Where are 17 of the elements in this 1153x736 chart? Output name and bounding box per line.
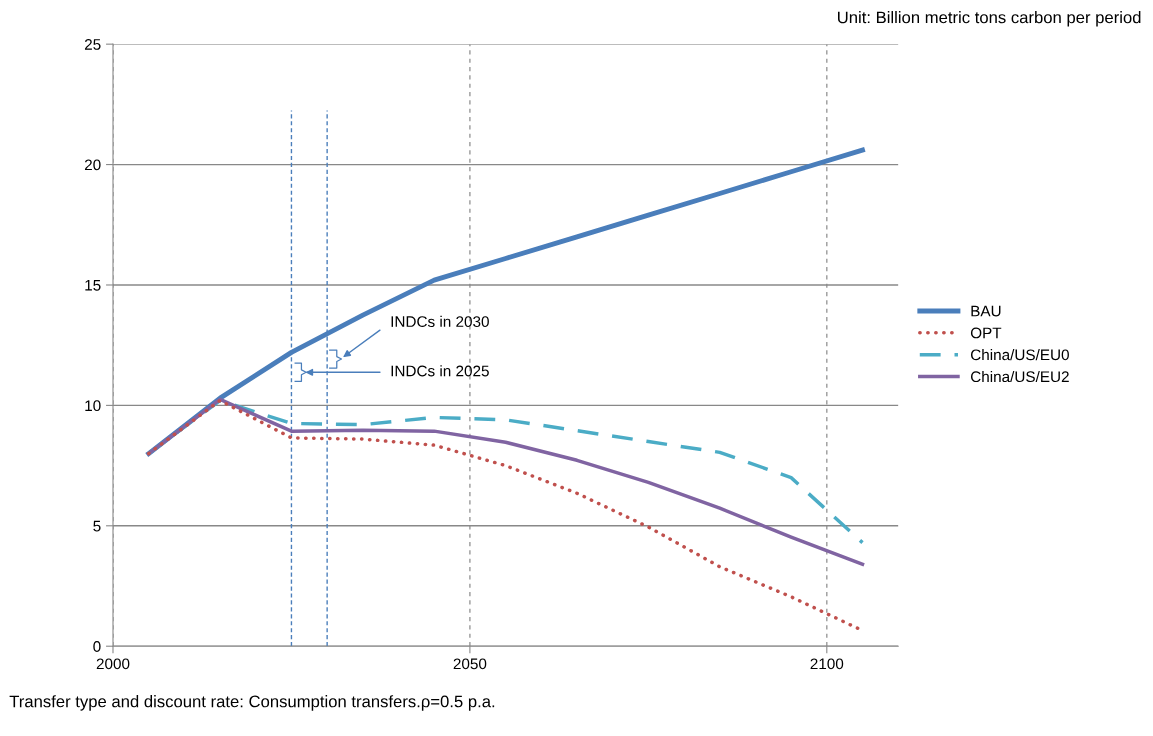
legend-label: OPT [970, 327, 1002, 339]
legend-label: China/US/EU2 [970, 370, 1069, 383]
y-tick-label: 25 [84, 39, 101, 50]
x-tick-label: 2100 [810, 658, 844, 670]
annotation: INDCs in 2030 [391, 315, 489, 328]
text: Transfer type and discount rate: Consumption transfers.ρ=0.5 p.a. [9, 695, 495, 711]
legend-label: China/US/EU0 [970, 349, 1069, 361]
y-tick-label: 0 [93, 641, 101, 652]
y-tick-label: 10 [85, 400, 101, 412]
y-tick-label: 20 [84, 159, 101, 171]
x-tick-label: 2000 [96, 658, 130, 670]
text: Unit: Billion metric tons carbon per period [838, 11, 1141, 27]
y-tick-label: 5 [93, 520, 101, 532]
x-tick-label: 2050 [453, 658, 487, 670]
annotation: INDCs in 2025 [391, 365, 489, 377]
legend-label: BAU [971, 305, 1001, 317]
y-tick-label: 15 [85, 280, 101, 291]
